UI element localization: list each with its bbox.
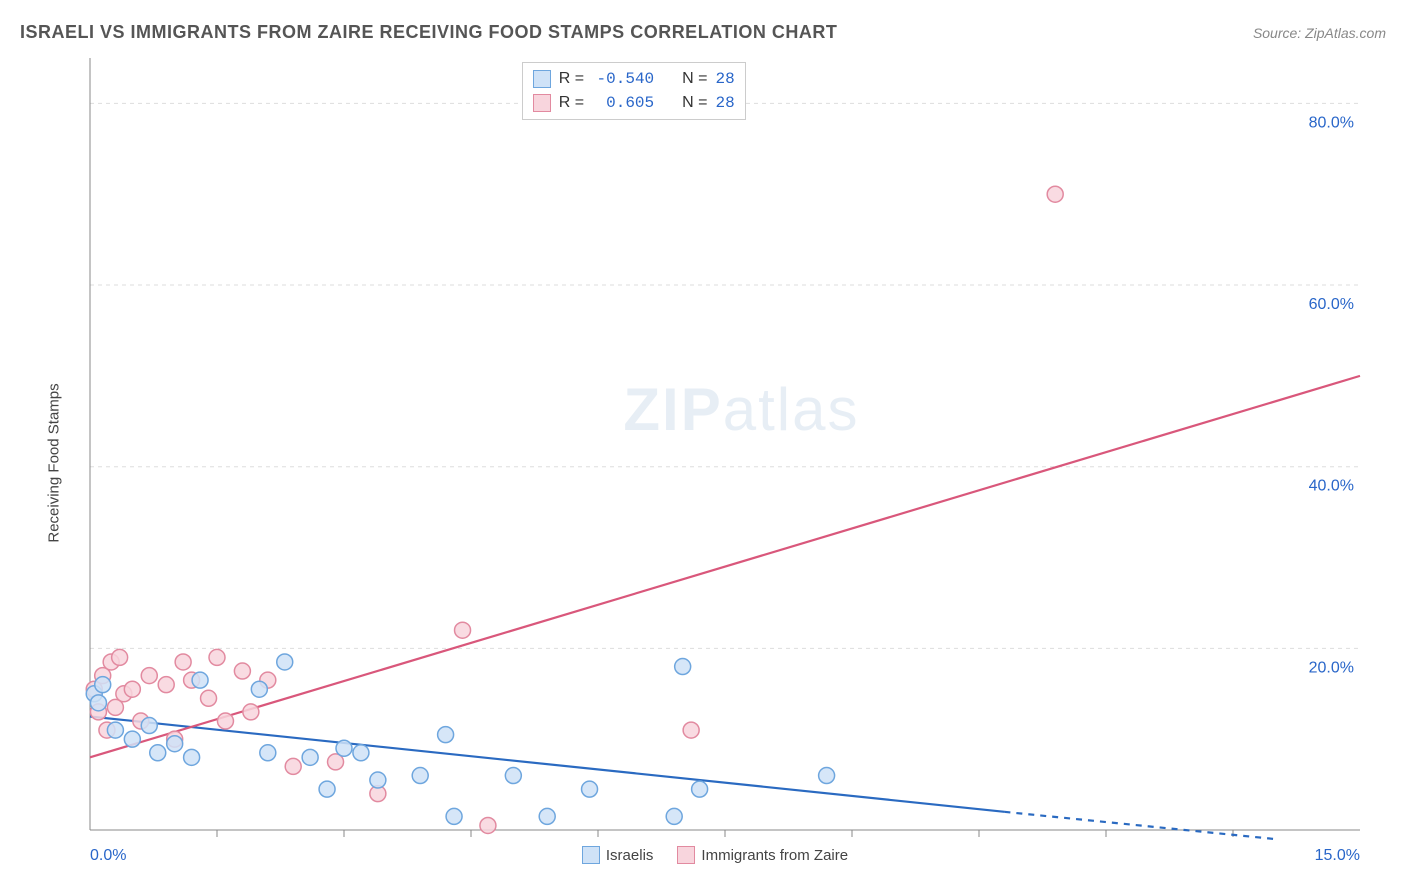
data-point-israelis [251,681,267,697]
scatter-plot: 20.0%40.0%60.0%80.0%0.0%15.0% [50,58,1380,868]
y-gridline-label: 60.0% [1309,296,1354,313]
data-point-israelis [192,672,208,688]
data-point-israelis [184,749,200,765]
data-point-zaire [141,668,157,684]
data-point-zaire [243,704,259,720]
chart-source: Source: ZipAtlas.com [1253,25,1386,41]
data-point-israelis [539,808,555,824]
data-point-israelis [124,731,140,747]
n-value: 28 [715,91,734,115]
n-label: N = [682,67,707,91]
data-point-israelis [505,768,521,784]
data-point-zaire [158,677,174,693]
legend-item: Israelis [582,846,654,864]
data-point-zaire [234,663,250,679]
r-label: R = [559,91,584,115]
data-point-israelis [260,745,276,761]
data-point-israelis [370,772,386,788]
n-value: 28 [715,67,734,91]
correlation-legend: R = -0.540 N = 28 R = 0.605 N = 28 [522,62,746,120]
legend-label: Israelis [606,847,654,864]
data-point-israelis [319,781,335,797]
data-point-israelis [302,749,318,765]
data-point-zaire [217,713,233,729]
legend-swatch [582,846,600,864]
n-label: N = [682,91,707,115]
data-point-israelis [150,745,166,761]
data-point-israelis [141,718,157,734]
data-point-zaire [209,649,225,665]
data-point-israelis [666,808,682,824]
correlation-row: R = -0.540 N = 28 [533,67,735,91]
data-point-israelis [819,768,835,784]
data-point-zaire [124,681,140,697]
data-point-israelis [277,654,293,670]
y-gridline-label: 20.0% [1309,659,1354,676]
y-gridline-label: 80.0% [1309,114,1354,131]
data-point-israelis [90,695,106,711]
data-point-zaire [285,758,301,774]
data-point-zaire [683,722,699,738]
data-point-zaire [112,649,128,665]
series-legend: Israelis Immigrants from Zaire [50,846,1380,864]
data-point-zaire [201,690,217,706]
data-point-israelis [95,677,111,693]
r-value: -0.540 [592,67,654,91]
legend-item: Immigrants from Zaire [677,846,848,864]
data-point-zaire [1047,186,1063,202]
data-point-zaire [455,622,471,638]
data-point-israelis [412,768,428,784]
plot-wrapper: Receiving Food Stamps 20.0%40.0%60.0%80.… [50,58,1380,868]
data-point-zaire [480,817,496,833]
chart-header: ISRAELI VS IMMIGRANTS FROM ZAIRE RECEIVI… [20,22,1386,43]
data-point-israelis [692,781,708,797]
data-point-israelis [107,722,123,738]
data-point-israelis [438,727,454,743]
data-point-israelis [167,736,183,752]
data-point-zaire [175,654,191,670]
data-point-israelis [675,659,691,675]
r-label: R = [559,67,584,91]
data-point-israelis [446,808,462,824]
correlation-row: R = 0.605 N = 28 [533,91,735,115]
legend-swatch [533,94,551,112]
legend-swatch [677,846,695,864]
data-point-israelis [353,745,369,761]
y-gridline-label: 40.0% [1309,478,1354,495]
chart-title: ISRAELI VS IMMIGRANTS FROM ZAIRE RECEIVI… [20,22,837,43]
data-point-israelis [336,740,352,756]
r-value: 0.605 [592,91,654,115]
data-point-israelis [582,781,598,797]
legend-label: Immigrants from Zaire [701,847,848,864]
legend-swatch [533,70,551,88]
